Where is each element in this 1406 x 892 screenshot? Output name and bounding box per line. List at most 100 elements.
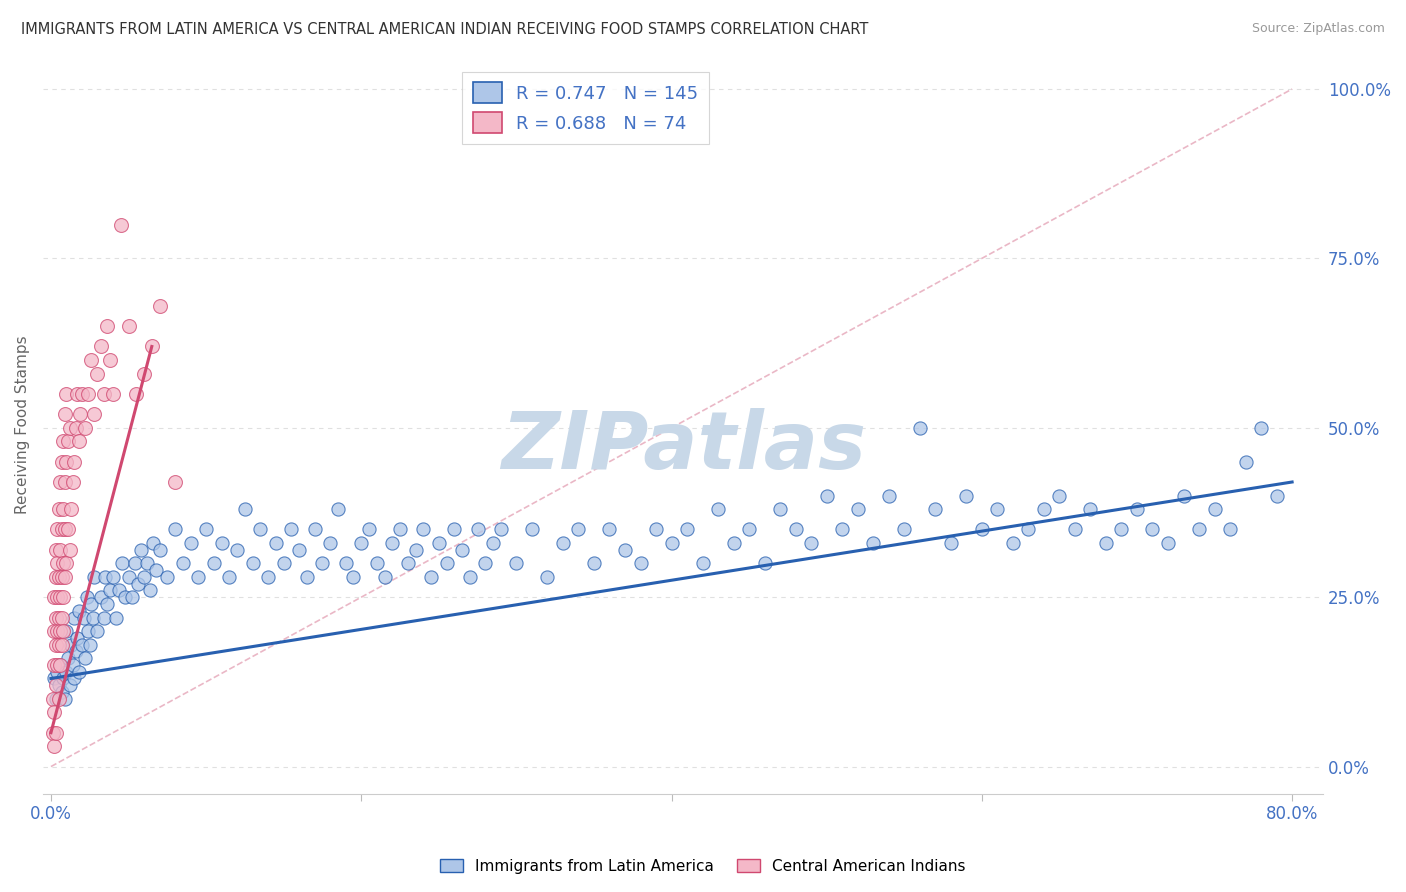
Point [1064,523,1087,537]
Point [211,536,233,550]
Point [63,672,86,686]
Point [598,523,620,537]
Point [58,421,80,435]
Point [110,218,132,232]
Point [69,407,91,421]
Point [96,319,118,334]
Point [48,502,70,516]
Point [1250,421,1272,435]
Point [125,387,148,401]
Point [51,455,73,469]
Point [80,353,103,368]
Point [304,523,326,537]
Point [51,610,73,624]
Point [233,502,256,516]
Point [46,665,69,679]
Point [1173,489,1195,503]
Point [53,691,76,706]
Point [661,536,683,550]
Point [520,523,543,537]
Point [96,597,118,611]
Point [1219,523,1241,537]
Point [1080,502,1102,516]
Point [67,434,90,449]
Point [52,590,75,604]
Point [676,523,699,537]
Point [77,387,100,401]
Point [893,523,915,537]
Point [226,542,249,557]
Point [42,590,65,604]
Point [443,523,465,537]
Point [77,624,100,638]
Point [1126,502,1149,516]
Point [45,691,67,706]
Point [58,678,80,692]
Point [98,353,121,368]
Point [141,339,163,353]
Point [142,536,165,550]
Point [1157,536,1180,550]
Point [785,523,807,537]
Point [108,583,131,598]
Point [630,557,652,571]
Point [49,590,72,604]
Point [551,536,574,550]
Point [427,536,450,550]
Text: IMMIGRANTS FROM LATIN AMERICA VS CENTRAL AMERICAN INDIAN RECEIVING FOOD STAMPS C: IMMIGRANTS FROM LATIN AMERICA VS CENTRAL… [21,22,869,37]
Point [692,557,714,571]
Point [145,563,167,577]
Point [1188,523,1211,537]
Point [202,557,225,571]
Point [49,624,72,638]
Point [357,523,380,537]
Point [63,610,86,624]
Y-axis label: Receiving Food Stamps: Receiving Food Stamps [15,335,30,514]
Point [1234,455,1257,469]
Point [412,523,434,537]
Point [52,557,75,571]
Point [53,570,76,584]
Point [98,583,121,598]
Point [482,536,505,550]
Point [458,570,481,584]
Point [41,725,63,739]
Point [55,665,77,679]
Point [48,678,70,692]
Point [55,387,77,401]
Point [42,624,65,638]
Point [52,434,75,449]
Point [90,339,112,353]
Point [65,644,87,658]
Point [46,624,69,638]
Point [536,570,558,584]
Point [52,502,75,516]
Point [75,651,97,665]
Point [51,685,73,699]
Point [111,557,134,571]
Text: Source: ZipAtlas.com: Source: ZipAtlas.com [1251,22,1385,36]
Point [335,557,357,571]
Point [124,557,146,571]
Point [156,570,179,584]
Point [396,557,419,571]
Point [877,489,900,503]
Point [129,542,152,557]
Point [187,570,209,584]
Point [127,576,149,591]
Point [83,407,105,421]
Point [172,557,194,571]
Point [93,610,115,624]
Point [218,570,240,584]
Point [53,407,76,421]
Point [970,523,993,537]
Point [436,557,458,571]
Point [66,387,89,401]
Point [489,523,512,537]
Point [79,638,101,652]
Point [373,570,395,584]
Point [42,706,65,720]
Point [46,557,69,571]
Point [800,536,823,550]
Point [295,570,318,584]
